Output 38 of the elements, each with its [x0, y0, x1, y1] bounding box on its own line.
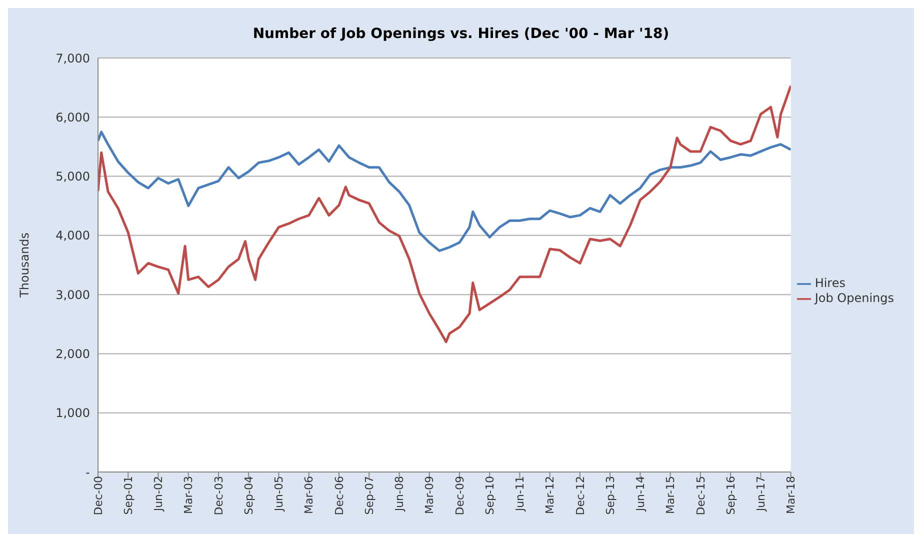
x-tick-label: Sep-13 [604, 476, 617, 515]
y-axis-title: Thousands [17, 232, 32, 298]
line-series [98, 84, 791, 344]
x-tick-label: Dec-03 [212, 476, 226, 516]
y-tick-label: 5,000 [56, 170, 90, 184]
x-tick-label: Jun-08 [393, 476, 406, 512]
x-tick-label: Dec-06 [332, 476, 346, 516]
x-tick-label: Mar-06 [302, 476, 316, 514]
x-tick-label: Mar-12 [544, 476, 557, 514]
x-tick-label: Mar-15 [664, 476, 678, 514]
y-tick-label: 7,000 [56, 51, 90, 66]
x-tick-label: Jun-02 [152, 476, 166, 512]
y-tick-label: 3,000 [56, 288, 90, 302]
x-tick-label: Sep-01 [122, 476, 135, 515]
x-tick-label: Sep-07 [362, 476, 376, 515]
x-tick-label: Jun-05 [272, 476, 286, 512]
x-tick-label: Jun-14 [634, 476, 648, 512]
y-tick-label: 1,000 [56, 406, 90, 420]
y-tick-label: 2,000 [56, 346, 90, 361]
y-tick-label: - [86, 465, 90, 480]
x-tick-label: Mar-03 [182, 476, 196, 514]
x-tick-label: Dec-00 [92, 476, 105, 516]
x-tick-label: Dec-12 [574, 476, 587, 516]
x-tick-label: Dec-09 [453, 476, 466, 516]
y-tick-label: 4,000 [56, 228, 90, 243]
x-tick-label: Jun-17 [754, 476, 768, 512]
x-tick-label: Sep-10 [483, 476, 496, 515]
x-tick-label: Dec-15 [694, 476, 708, 516]
legend-label: Hires [814, 276, 846, 290]
x-tick-label: Sep-04 [242, 476, 256, 515]
legend-label: Job Openings [814, 291, 894, 305]
y-tick-label: 6,000 [56, 110, 90, 124]
x-tick-label: Mar-09 [423, 476, 436, 514]
x-tick-label: Jun-11 [514, 476, 527, 512]
x-tick-label: Mar-18 [784, 476, 798, 514]
x-tick-label: Sep-16 [724, 476, 738, 515]
chart-title: Number of Job Openings vs. Hires (Dec '00 - Mar '18) [252, 25, 670, 44]
line-series [98, 130, 791, 252]
